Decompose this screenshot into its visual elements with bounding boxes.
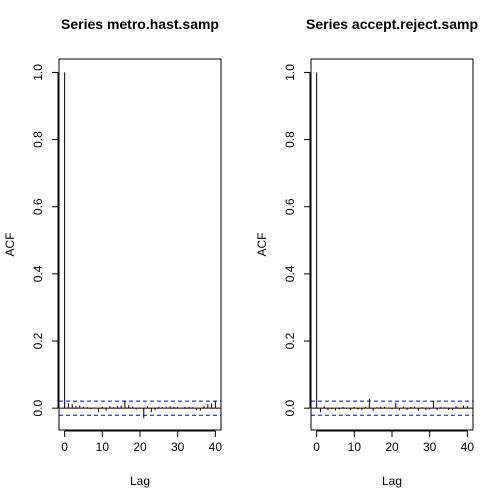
acf-panel-2: Series accept.reject.samp 0 10 20 30 40 0.0 0.2… [255, 16, 478, 488]
y-tick-label: 1.0 [31, 64, 45, 81]
y-tick-label: 0.2 [283, 332, 297, 349]
y-axis-label: ACF [255, 233, 269, 257]
chart-title: Series accept.reject.samp [306, 16, 478, 32]
y-axis-label: ACF [3, 233, 17, 257]
y-tick-label: 0.6 [31, 198, 45, 215]
y-tick-label: 0.0 [31, 400, 45, 417]
y-tick-label: 0.6 [283, 198, 297, 215]
y-tick-label: 0.8 [31, 131, 45, 148]
x-tick-label: 20 [385, 440, 399, 454]
x-axis-label: Lag [382, 474, 402, 488]
x-tick-label: 30 [423, 440, 437, 454]
x-tick-label: 30 [171, 440, 185, 454]
x-tick-label: 0 [313, 440, 320, 454]
y-tick-label: 0.0 [283, 400, 297, 417]
chart-title: Series metro.hast.samp [61, 16, 219, 32]
plot-frame [310, 58, 474, 431]
y-tick-label: 0.8 [283, 131, 297, 148]
y-tick-label: 1.0 [283, 64, 297, 81]
x-tick-label: 40 [209, 440, 223, 454]
plot-frame [58, 58, 222, 431]
x-tick-label: 0 [61, 440, 68, 454]
x-tick-label: 10 [348, 440, 362, 454]
x-tick-label: 20 [133, 440, 147, 454]
x-tick-label: 40 [461, 440, 475, 454]
acf-panel-1: Series metro.hast.samp 0 10 20 30 40 0.0 0.2 0.4… [3, 16, 222, 488]
x-tick-label: 10 [96, 440, 110, 454]
x-axis-label: Lag [130, 474, 150, 488]
y-tick-label: 0.4 [283, 265, 297, 282]
y-tick-label: 0.4 [31, 265, 45, 282]
y-tick-label: 0.2 [31, 332, 45, 349]
